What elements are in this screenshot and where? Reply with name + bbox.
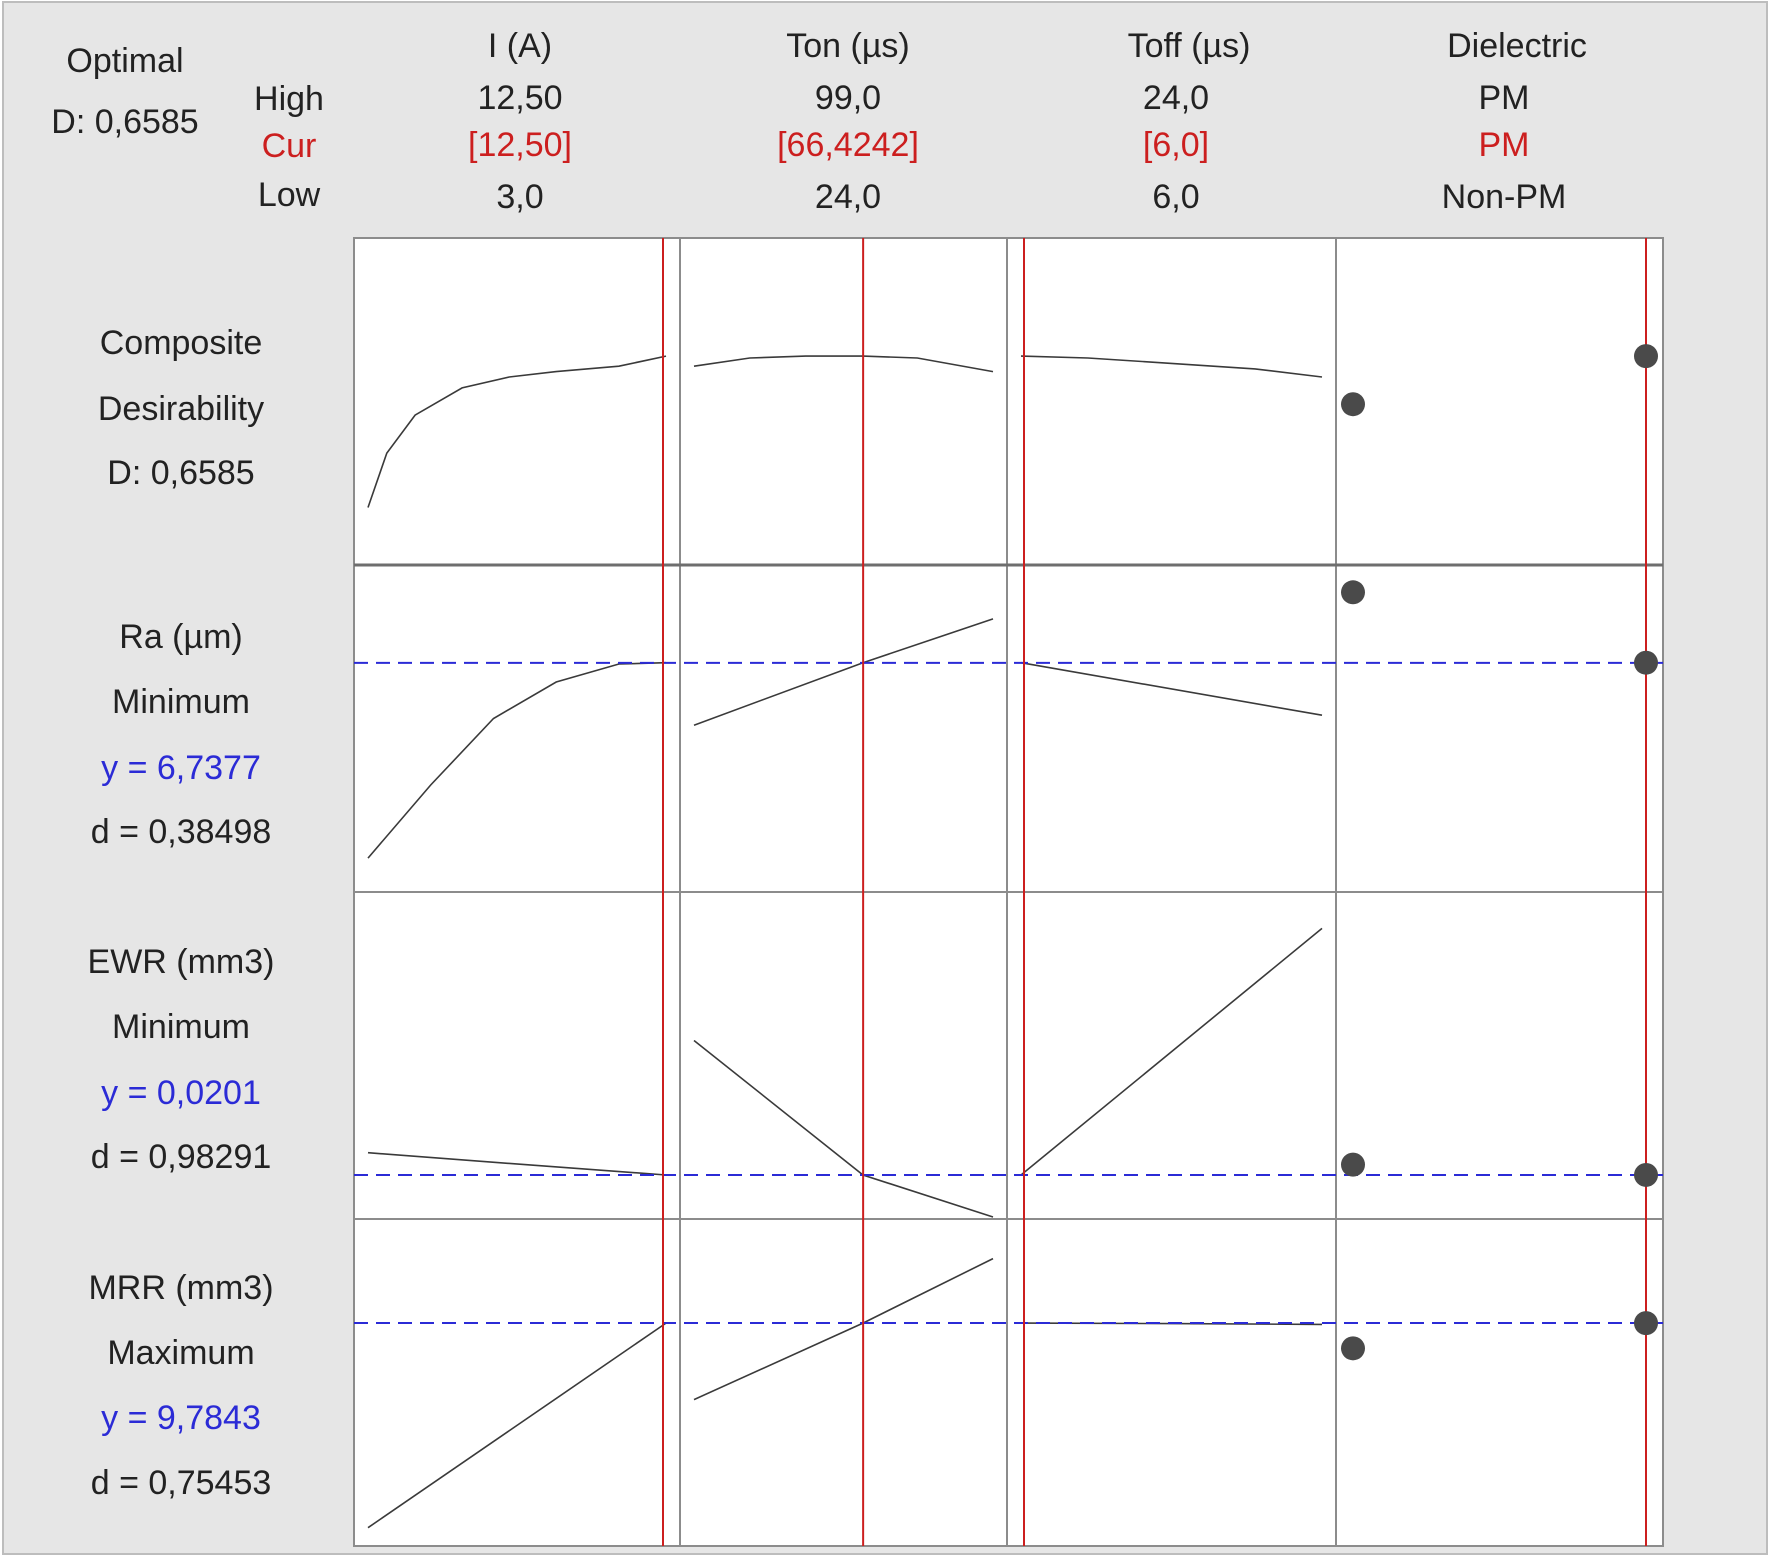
factor-high: 12,50 bbox=[477, 79, 562, 117]
panel-2-3 bbox=[1335, 891, 1664, 1220]
factor-low: 24,0 bbox=[815, 178, 881, 216]
factor-name: I (A) bbox=[488, 27, 552, 65]
panel-0-1 bbox=[679, 237, 1008, 566]
panel-0-0 bbox=[353, 237, 681, 566]
response-curve bbox=[1020, 355, 1323, 378]
response-label-ewr: EWR (mm3) Minimum y = 0,0201 d = 0,98291 bbox=[88, 943, 275, 1176]
panel-1-0 bbox=[353, 564, 681, 893]
factor-cur: [12,50] bbox=[468, 126, 572, 164]
dielectric-point bbox=[1341, 392, 1365, 417]
panel-3-1 bbox=[679, 1218, 1008, 1547]
factor-cur: [66,4242] bbox=[777, 126, 919, 164]
panel-grid bbox=[353, 237, 1664, 1547]
factor-cur: PM bbox=[1479, 126, 1530, 164]
factor-name: Toff (µs) bbox=[1128, 27, 1251, 65]
response-goal: Minimum bbox=[112, 1008, 250, 1046]
response-name: Composite bbox=[100, 324, 263, 362]
response-name: EWR (mm3) bbox=[88, 943, 275, 981]
response-y-value: y = 6,7377 bbox=[101, 749, 261, 787]
response-curve bbox=[693, 355, 994, 373]
factor-high: 24,0 bbox=[1143, 79, 1209, 117]
dielectric-point bbox=[1341, 580, 1365, 605]
panel-2-0 bbox=[353, 891, 681, 1220]
response-label-mrr: MRR (mm3) Maximum y = 9,7843 d = 0,75453 bbox=[88, 1269, 273, 1502]
response-y-value: y = 0,0201 bbox=[101, 1074, 261, 1112]
panel-2-2 bbox=[1006, 891, 1337, 1220]
response-curve bbox=[1020, 661, 1323, 716]
dielectric-point bbox=[1341, 1152, 1365, 1177]
response-d-value: d = 0,38498 bbox=[91, 813, 272, 851]
response-d-value: d = 0,98291 bbox=[91, 1138, 272, 1176]
response-curve bbox=[367, 1322, 667, 1529]
panel-3-0 bbox=[353, 1218, 681, 1547]
response-d-value: D: 0,6585 bbox=[107, 454, 254, 492]
panel-3-2 bbox=[1006, 1218, 1337, 1547]
factor-high: 99,0 bbox=[815, 79, 881, 117]
factor-low: Non-PM bbox=[1442, 178, 1567, 216]
cur-row-label: Cur bbox=[262, 127, 317, 165]
factor-header-toff: Toff (µs) 24,0 [6,0] 6,0 bbox=[1128, 27, 1251, 216]
factor-name: Ton (µs) bbox=[786, 27, 910, 65]
panel-0-3 bbox=[1335, 237, 1664, 566]
factor-cur: [6,0] bbox=[1143, 126, 1209, 164]
factor-header-dielectric: Dielectric PM PM Non-PM bbox=[1442, 27, 1587, 216]
response-d-value: d = 0,75453 bbox=[91, 1464, 272, 1502]
dielectric-point bbox=[1634, 650, 1658, 675]
response-goal: Maximum bbox=[107, 1334, 254, 1372]
response-name: MRR (mm3) bbox=[88, 1269, 273, 1307]
optimal-label: Optimal bbox=[66, 42, 183, 80]
panel-1-3 bbox=[1335, 564, 1664, 893]
response-goal: Minimum bbox=[112, 683, 250, 721]
factor-header-ton: Ton (µs) 99,0 [66,4242] 24,0 bbox=[777, 27, 919, 216]
factor-header-current: I (A) 12,50 [12,50] 3,0 bbox=[468, 27, 572, 216]
panel-1-1 bbox=[679, 564, 1008, 893]
optimal-d-value: D: 0,6585 bbox=[51, 103, 198, 141]
response-goal: Desirability bbox=[98, 390, 264, 428]
dielectric-point bbox=[1634, 1162, 1658, 1187]
factor-low: 3,0 bbox=[496, 178, 543, 216]
factor-name: Dielectric bbox=[1447, 27, 1587, 65]
response-label-ra: Ra (µm) Minimum y = 6,7377 d = 0,38498 bbox=[91, 618, 272, 851]
panel-0-2 bbox=[1006, 237, 1337, 566]
panel-3-3 bbox=[1335, 1218, 1664, 1547]
response-name: Ra (µm) bbox=[119, 618, 242, 656]
panel-1-2 bbox=[1006, 564, 1337, 893]
response-curve bbox=[367, 1151, 667, 1176]
response-curve bbox=[1020, 927, 1323, 1176]
response-curve bbox=[367, 355, 667, 508]
dielectric-point bbox=[1634, 344, 1658, 369]
panel-2-1 bbox=[679, 891, 1008, 1220]
response-label-composite: Composite Desirability D: 0,6585 bbox=[98, 324, 264, 492]
dielectric-point bbox=[1634, 1311, 1658, 1336]
response-y-value: y = 9,7843 bbox=[101, 1399, 261, 1437]
factor-low: 6,0 bbox=[1152, 178, 1199, 216]
factor-high: PM bbox=[1479, 79, 1530, 117]
dielectric-point bbox=[1341, 1336, 1365, 1361]
high-row-label: High bbox=[254, 80, 324, 118]
low-row-label: Low bbox=[258, 176, 321, 214]
